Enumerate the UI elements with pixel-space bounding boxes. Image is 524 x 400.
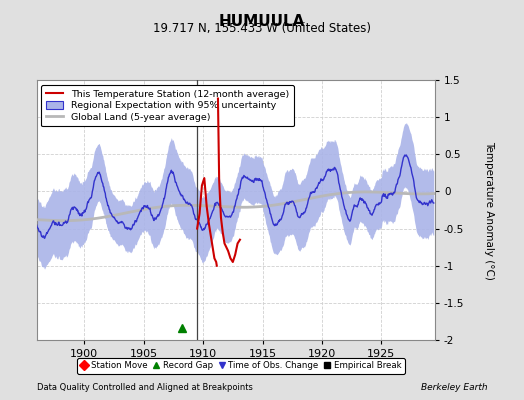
Legend: Station Move, Record Gap, Time of Obs. Change, Empirical Break: Station Move, Record Gap, Time of Obs. C… <box>77 358 405 374</box>
Legend: This Temperature Station (12-month average), Regional Expectation with 95% uncer: This Temperature Station (12-month avera… <box>41 85 293 126</box>
Text: Data Quality Controlled and Aligned at Breakpoints: Data Quality Controlled and Aligned at B… <box>37 383 253 392</box>
Text: Berkeley Earth: Berkeley Earth <box>421 383 487 392</box>
Y-axis label: Temperature Anomaly (°C): Temperature Anomaly (°C) <box>484 140 494 280</box>
Text: 19.717 N, 155.433 W (United States): 19.717 N, 155.433 W (United States) <box>153 22 371 35</box>
Text: HUMUULA: HUMUULA <box>219 14 305 29</box>
